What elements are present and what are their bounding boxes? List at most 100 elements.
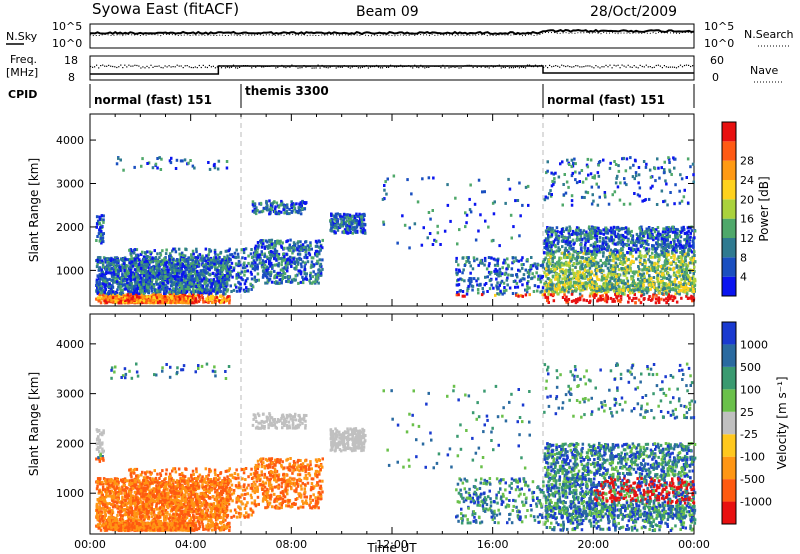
nave-dot bbox=[196, 67, 198, 69]
nave-dot bbox=[323, 66, 325, 68]
nave-dot bbox=[549, 64, 551, 66]
nave-dot bbox=[514, 66, 516, 68]
nave-dot bbox=[394, 66, 396, 68]
colorbar-tick-label: 8 bbox=[740, 251, 747, 264]
nave-dot bbox=[665, 66, 667, 68]
nave-dot bbox=[504, 66, 506, 69]
nave-dot bbox=[170, 66, 172, 68]
nave-dot bbox=[108, 64, 110, 66]
nave-dot bbox=[277, 66, 279, 68]
nave-dot bbox=[253, 65, 255, 67]
nave-dot bbox=[261, 66, 263, 68]
nave-dot bbox=[579, 66, 581, 68]
power-panel: 1000 2000 3000 4000 Slant Range [km] 4 8 12 16 20… bbox=[27, 113, 771, 307]
colorbar-tick-label: -25 bbox=[740, 428, 758, 441]
nave-dot bbox=[373, 66, 376, 68]
nave-dot bbox=[488, 67, 490, 69]
y-tick-label: 1000 bbox=[56, 264, 84, 277]
nave-dot bbox=[206, 66, 208, 69]
nave-dot bbox=[106, 65, 108, 67]
nave-dot bbox=[432, 65, 434, 67]
nave-dot bbox=[416, 66, 418, 68]
nave-dot bbox=[508, 67, 510, 69]
noise-right-tick-bottom: 10^0 bbox=[704, 37, 734, 50]
nave-dot bbox=[470, 64, 472, 67]
nave-dot bbox=[299, 67, 301, 69]
freq-label-2: [MHz] bbox=[6, 66, 38, 79]
nave-dot bbox=[232, 64, 235, 66]
nave-dot bbox=[293, 65, 295, 67]
nave-dot bbox=[396, 66, 398, 68]
colorbar-tick-label: 1000 bbox=[740, 338, 768, 351]
nave-dot bbox=[551, 66, 553, 68]
nave-dot bbox=[541, 64, 543, 66]
nave-dot bbox=[134, 64, 136, 66]
nave-dot bbox=[355, 65, 357, 67]
nave-dot bbox=[369, 66, 372, 68]
freq-panel: Freq. [MHz] 18 8 60 0 Nave bbox=[6, 53, 782, 84]
nave-dot bbox=[198, 64, 200, 67]
nave-dot bbox=[651, 67, 653, 69]
nave-dot bbox=[498, 64, 500, 66]
noise-tick-bottom: 10^0 bbox=[52, 37, 82, 50]
nave-dot bbox=[647, 66, 649, 68]
nave-dot bbox=[333, 65, 335, 67]
colorbar-tick-label: 20 bbox=[740, 193, 754, 206]
cpid-label: CPID bbox=[8, 88, 37, 101]
nave-dot bbox=[390, 64, 392, 66]
nave-dot bbox=[641, 65, 643, 68]
x-tick-label: 00:00 bbox=[678, 538, 710, 551]
nave-dot bbox=[315, 67, 317, 69]
nave-dot bbox=[226, 66, 229, 68]
nave-dot bbox=[688, 64, 690, 66]
nave-dot bbox=[609, 64, 611, 66]
nave-dot bbox=[585, 65, 587, 67]
colorbar-tick-label: 100 bbox=[740, 383, 761, 396]
nave-dot bbox=[255, 66, 257, 68]
nave-dot bbox=[547, 67, 549, 69]
nave-dot bbox=[307, 65, 309, 68]
nave-dot bbox=[605, 64, 607, 66]
colorbar-label: Power [dB] bbox=[757, 176, 771, 241]
beam-title: Beam 09 bbox=[356, 4, 419, 20]
nave-dot bbox=[156, 65, 158, 67]
noise-right-tick-top: 10^5 bbox=[704, 20, 734, 33]
nave-dot bbox=[371, 65, 374, 68]
nave-dot bbox=[555, 65, 557, 67]
nave-dot bbox=[297, 67, 299, 69]
nave-dot bbox=[450, 66, 452, 68]
nave-dot bbox=[673, 66, 676, 68]
nave-dot bbox=[150, 64, 152, 66]
nave-dot bbox=[486, 66, 488, 68]
nave-dot bbox=[557, 65, 559, 67]
nave-dot bbox=[377, 66, 380, 68]
nave-dot bbox=[565, 65, 567, 68]
nave-dot bbox=[424, 67, 426, 69]
nave-dot bbox=[659, 65, 661, 67]
nave-dot bbox=[645, 64, 647, 66]
nave-dot bbox=[94, 66, 96, 68]
nave-dot bbox=[287, 66, 289, 68]
nave-dot bbox=[520, 66, 523, 68]
nave-dot bbox=[573, 66, 575, 68]
nave-dot bbox=[388, 66, 390, 68]
nave-dot bbox=[239, 66, 241, 68]
nave-dot bbox=[518, 67, 520, 69]
y-tick-label: 3000 bbox=[56, 388, 84, 401]
nave-dot bbox=[679, 64, 682, 66]
nave-dot bbox=[611, 67, 613, 69]
nave-dot bbox=[214, 67, 216, 69]
nave-dot bbox=[597, 66, 599, 68]
nave-dot bbox=[629, 66, 631, 68]
nave-dot bbox=[200, 66, 202, 69]
nave-dot bbox=[96, 64, 98, 66]
nave-dot bbox=[381, 67, 384, 69]
nave-dot bbox=[490, 65, 492, 67]
nave-dot bbox=[122, 67, 124, 69]
nave-dot bbox=[339, 66, 341, 68]
nave-dot bbox=[635, 66, 637, 68]
x-tick-label: 20:00 bbox=[577, 538, 609, 551]
nave-dot bbox=[204, 66, 206, 68]
